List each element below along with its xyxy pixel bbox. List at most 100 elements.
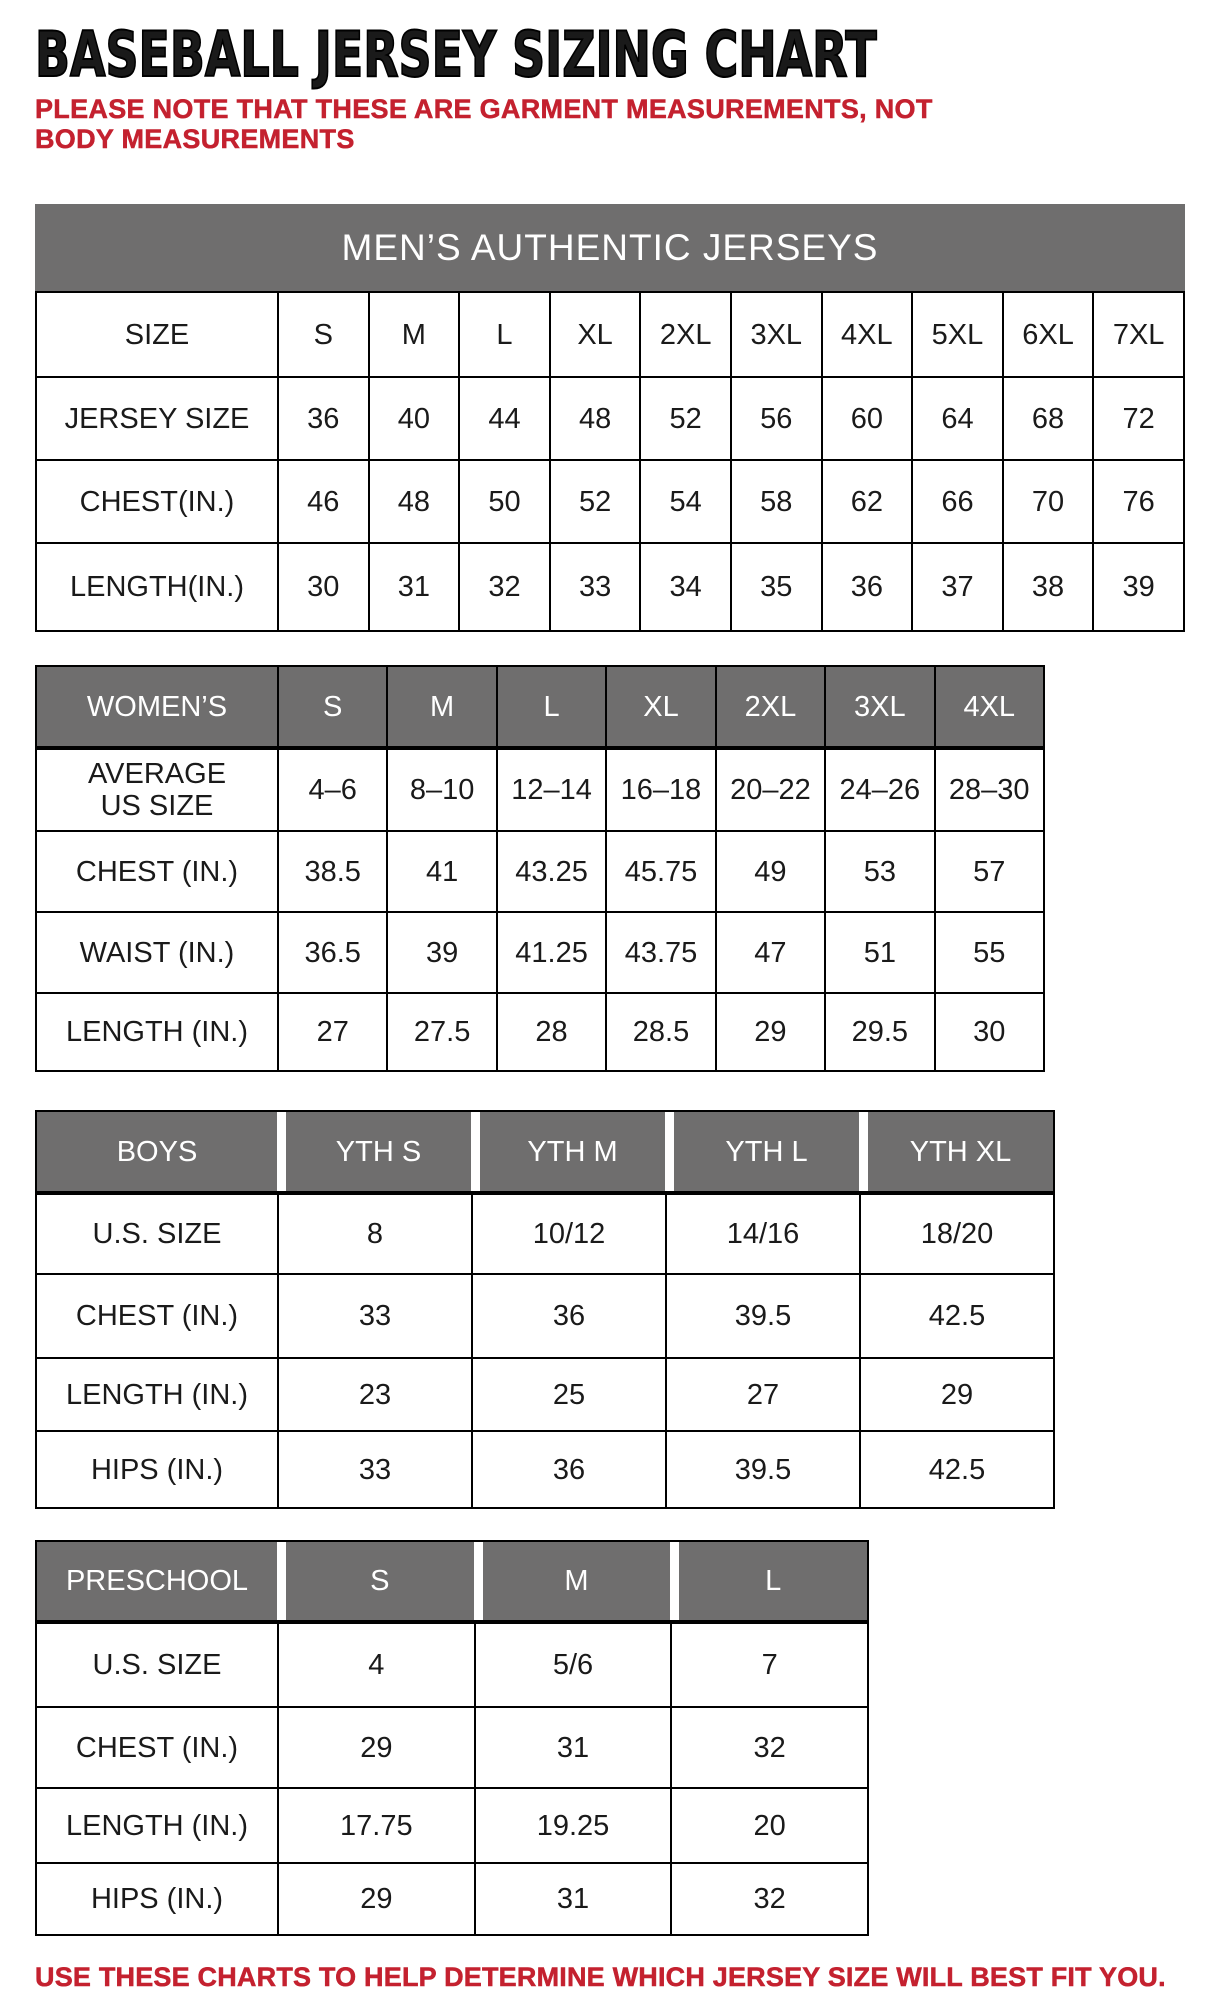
size-header-cell: YTH XL [859,1112,1053,1192]
value-cell: 36.5 [277,913,386,993]
mens-sizing-table: SIZE S M L XL 2XL 3XL 4XL 5XL 6XL 7XL JERSEY SIZE 36… [35,291,1185,633]
value-cell: 27 [665,1359,859,1431]
value-cell: 43.75 [605,913,714,993]
value-cell: 62 [820,461,912,543]
value-cell: 40 [367,378,459,460]
value-cell: 35 [729,544,821,631]
value-cell: 8 [277,1195,471,1274]
value-cell: 28 [495,994,605,1071]
size-header-cell: XL [548,293,640,377]
value-cell: 66 [911,461,1002,543]
value-cell: 34 [639,544,730,631]
table-header-row: PRESCHOOL S M L [37,1542,867,1625]
value-cell: 16–18 [605,750,714,831]
row-label-cell: CHEST (IN.) [75,1731,239,1764]
size-header-cell: 3XL [824,667,933,747]
value-cell: 31 [473,1864,671,1935]
value-cell: 39 [386,913,495,993]
value-cell: 30 [277,544,368,631]
table-row: LENGTH (IN.) 27 27.5 28 28.5 29 29.5 30 [37,992,1043,1071]
value-cell: 33 [548,544,640,631]
value-cell: 36 [820,544,912,631]
value-cell: 42.5 [859,1432,1053,1508]
value-cell: 24–26 [824,750,933,831]
table-row: HIPS (IN.) 29 31 32 [37,1862,867,1935]
value-cell: 46 [277,461,368,543]
row-label-cell: AVERAGE US SIZE [87,758,227,823]
value-cell: 53 [824,832,933,912]
table-row: CHEST (IN.) 33 36 39.5 42.5 [37,1273,1053,1358]
value-cell: 4 [277,1624,474,1707]
table-row: CHEST(IN.) 46 48 50 52 54 58 62 66 70 76 [37,459,1183,543]
value-cell: 19.25 [473,1789,671,1863]
value-cell: 12–14 [495,750,605,831]
fit-advice-note: USE THESE CHARTS TO HELP DETERMINE WHICH… [35,1962,1166,1993]
value-cell: 52 [548,461,640,543]
value-cell: 51 [824,913,933,993]
value-cell: 70 [1001,461,1093,543]
value-cell: 31 [367,544,459,631]
row-label-cell: HIPS (IN.) [90,1883,224,1916]
value-cell: 39.5 [665,1275,859,1358]
size-header-cell: M [386,667,495,747]
table-row: LENGTH (IN.) 17.75 19.25 20 [37,1787,867,1863]
value-cell: 23 [277,1359,471,1431]
value-cell: 31 [473,1708,671,1788]
value-cell: 7 [670,1624,867,1707]
size-header-cell: 3XL [729,293,821,377]
value-cell: 29 [277,1708,474,1788]
value-cell: 28–30 [933,750,1043,831]
size-header-cell: 4XL [933,667,1043,747]
value-cell: 37 [911,544,1002,631]
value-cell: 29 [859,1359,1053,1431]
row-label-cell: WAIST (IN.) [79,936,235,969]
value-cell: 55 [933,913,1043,993]
size-header-cell: M [473,1542,671,1621]
value-cell: 25 [471,1359,665,1431]
boys-sizing-table: BOYS YTH S YTH M YTH L YTH XL U.S. SIZE 8 10/12… [35,1110,1055,1510]
value-cell: 29 [714,994,824,1071]
size-header-cell: S [277,293,368,377]
size-header-cell: XL [605,667,714,747]
value-cell: 32 [670,1864,867,1935]
value-cell: 76 [1092,461,1183,543]
size-header-cell: S [277,667,386,747]
value-cell: 56 [729,378,821,460]
value-cell: 27 [277,994,386,1071]
table-header-row: BOYS YTH S YTH M YTH L YTH XL [37,1112,1053,1196]
value-cell: 52 [639,378,730,460]
row-label-cell: CHEST (IN.) [75,855,239,888]
table-row: LENGTH (IN.) 23 25 27 29 [37,1357,1053,1431]
value-cell: 49 [714,832,824,912]
value-cell: 68 [1001,378,1093,460]
value-cell: 41 [386,832,495,912]
value-cell: 29.5 [824,994,933,1071]
row-label-cell: WOMEN’S [86,690,228,723]
table-header-row: WOMEN’S S M L XL 2XL 3XL 4XL [37,667,1043,751]
row-label-cell: LENGTH (IN.) [65,1809,249,1842]
row-label-cell: SIZE [124,318,190,351]
value-cell: 32 [670,1708,867,1788]
size-header-cell: YTH S [277,1112,471,1192]
value-cell: 58 [729,461,821,543]
value-cell: 5/6 [473,1624,671,1707]
value-cell: 45.75 [605,832,714,912]
size-header-cell: 5XL [911,293,1002,377]
row-label-cell: CHEST (IN.) [75,1300,239,1333]
value-cell: 18/20 [859,1195,1053,1274]
table-row: AVERAGE US SIZE 4–6 8–10 12–14 16–18 20–22 24–… [37,750,1043,831]
table-row: CHEST (IN.) 38.5 41 43.25 45.75 49 53 57 [37,830,1043,912]
size-header-cell: L [495,667,605,747]
value-cell: 50 [458,461,549,543]
value-cell: 38.5 [277,832,386,912]
womens-sizing-table: WOMEN’S S M L XL 2XL 3XL 4XL AVERAGE US SIZE 4–6 8… [35,665,1045,1073]
size-header-cell: 4XL [820,293,912,377]
value-cell: 48 [548,378,640,460]
preschool-sizing-table: PRESCHOOL S M L U.S. SIZE 4 5/6 7 CHEST (IN.) 29 3… [35,1540,869,1937]
row-label-cell: CHEST(IN.) [79,485,235,518]
value-cell: 10/12 [471,1195,665,1274]
row-label-cell: U.S. SIZE [92,1218,222,1251]
value-cell: 33 [277,1275,471,1358]
table-row: U.S. SIZE 8 10/12 14/16 18/20 [37,1195,1053,1274]
